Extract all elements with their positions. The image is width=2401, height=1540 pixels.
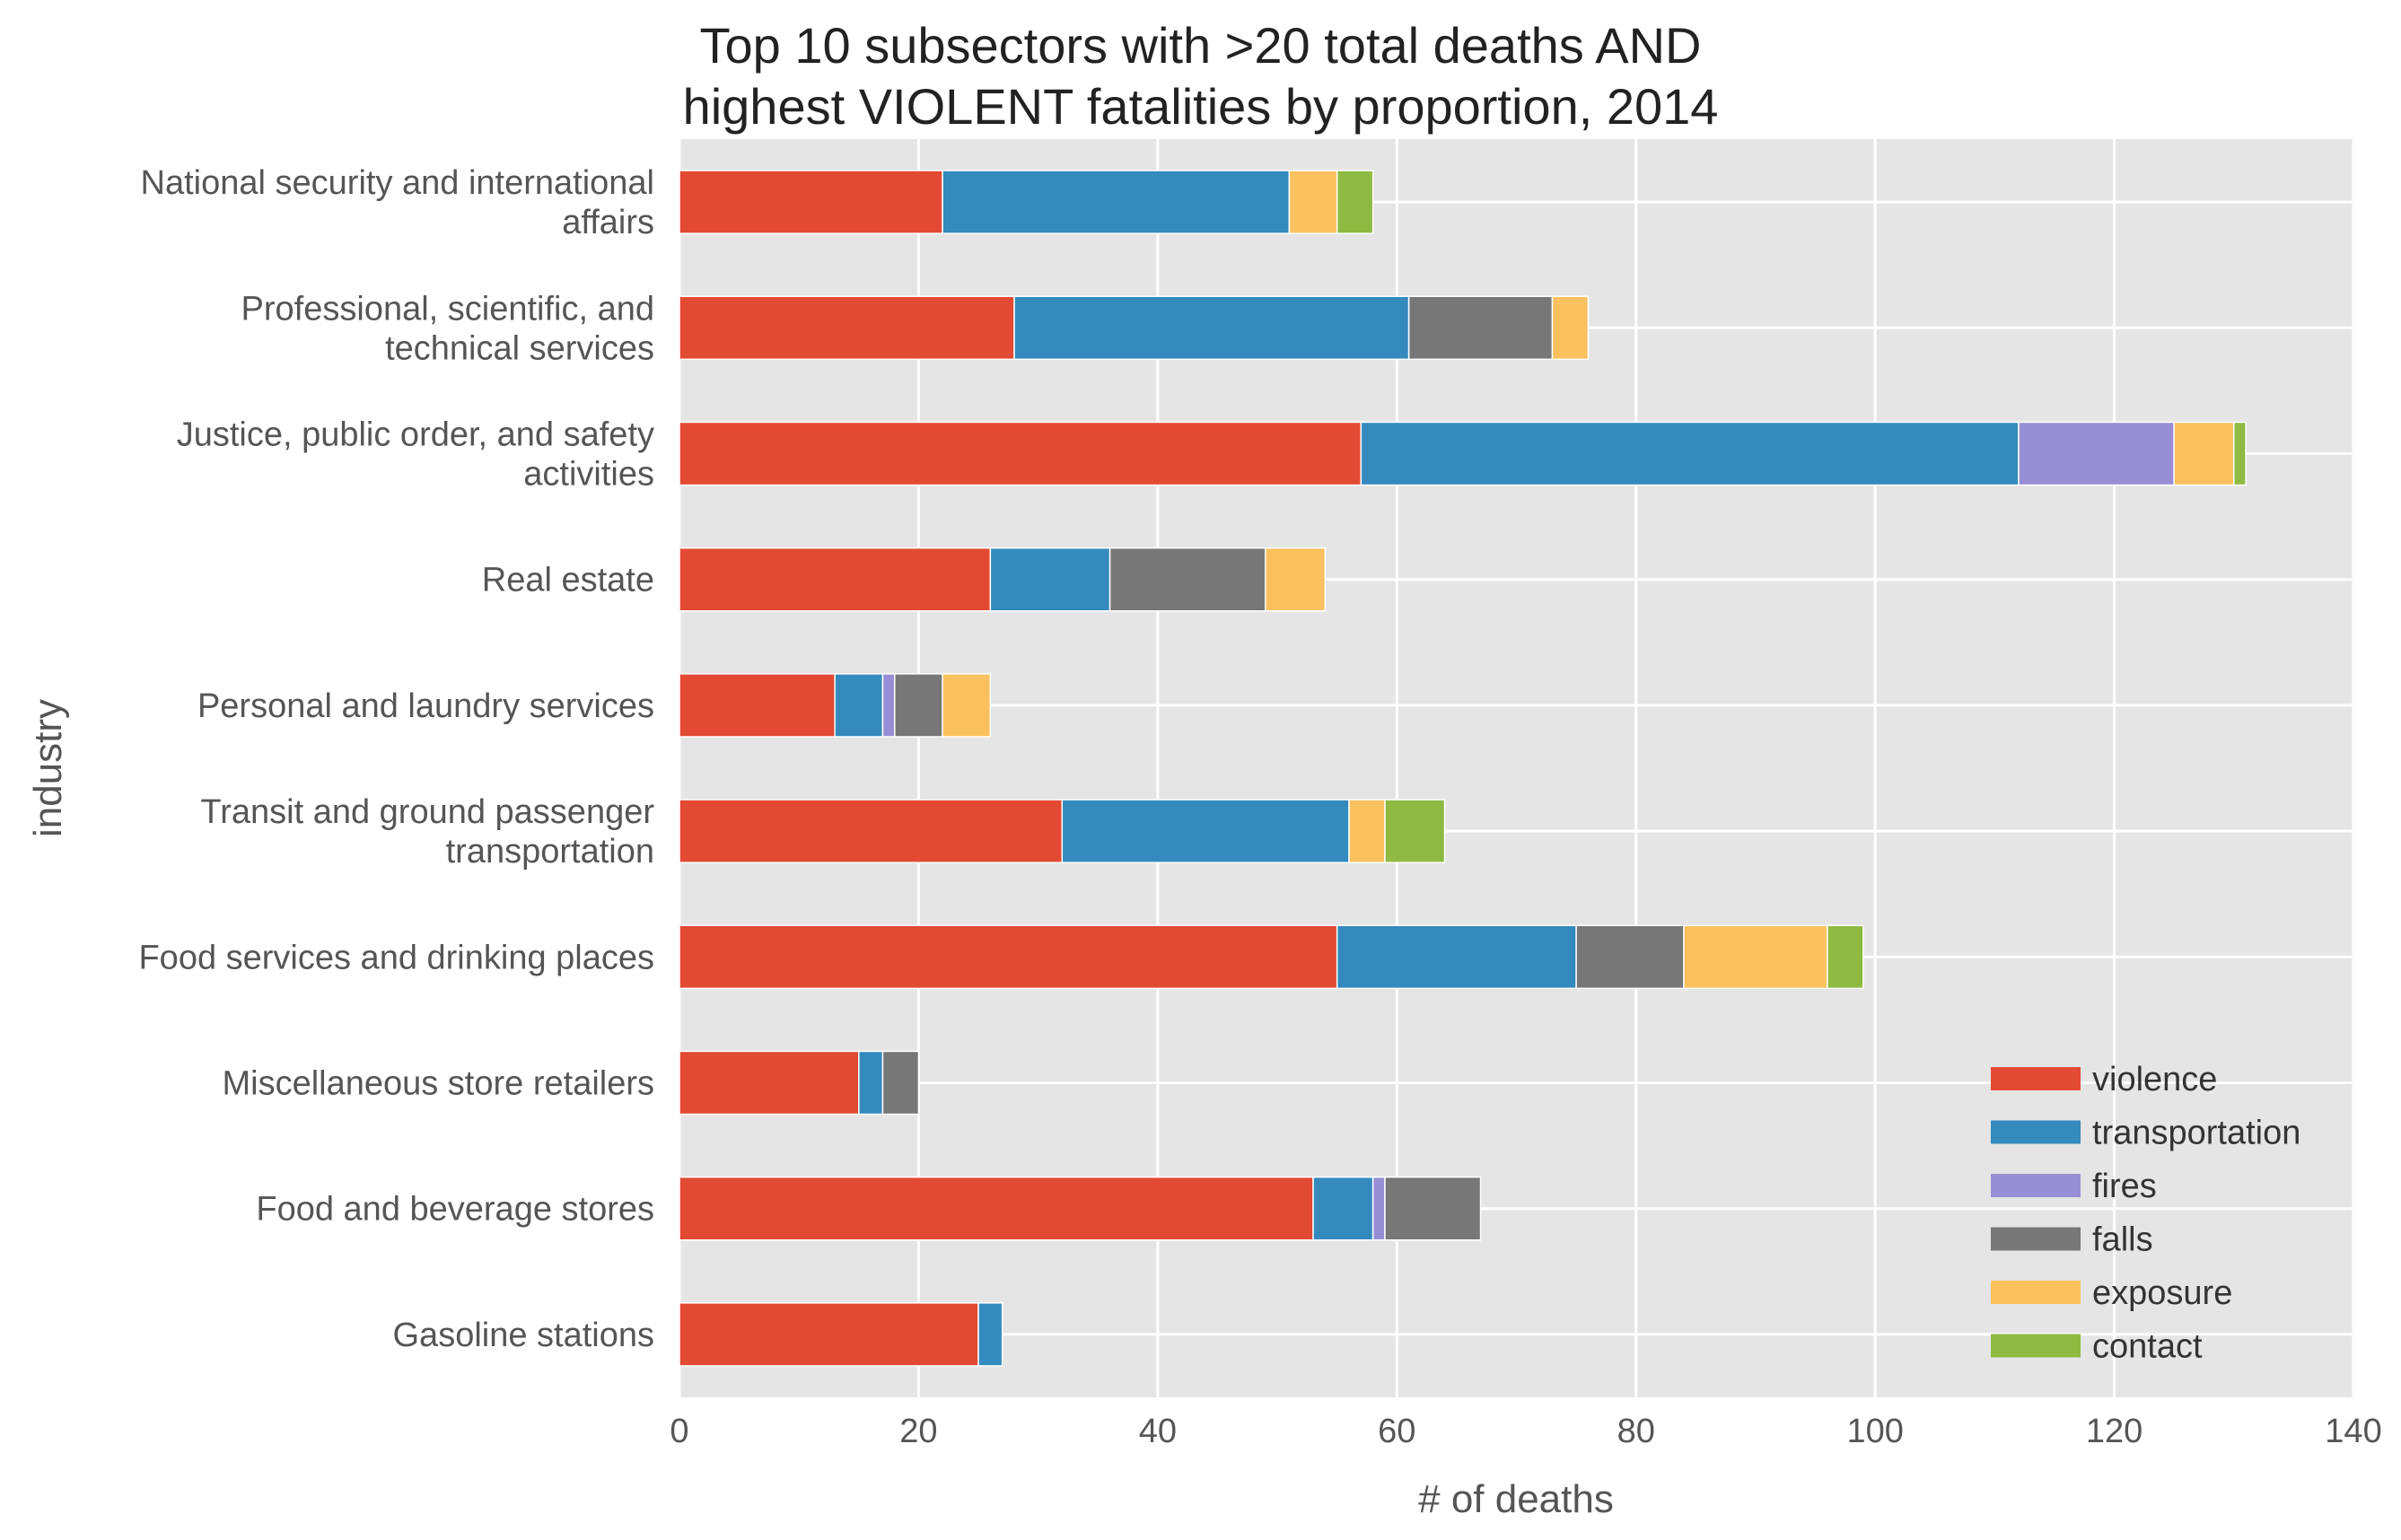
x-axis-label: # of deaths bbox=[1418, 1477, 1614, 1521]
y-tick-label: Professional, scientific, and technical s… bbox=[241, 290, 654, 367]
bar-violence bbox=[679, 295, 1015, 361]
y-tick-label-line: affairs bbox=[562, 204, 654, 241]
bar-transportation bbox=[942, 170, 1291, 234]
chart-title-line-2: highest VIOLENT fatalities by proportion… bbox=[682, 78, 1719, 135]
y-tick-label-line: Food services and drinking places bbox=[138, 939, 654, 976]
y-tick-label: Transit and ground passenger transportati… bbox=[200, 793, 654, 871]
y-tick-label-line: Food and beverage stores bbox=[256, 1191, 654, 1229]
bar-transportation bbox=[834, 673, 884, 738]
y-axis-label: industry bbox=[26, 699, 70, 837]
legend-swatch-falls bbox=[1991, 1227, 2081, 1251]
y-tick-label-line: Gasoline stations bbox=[393, 1317, 655, 1354]
y-tick-label: Personal and laundry services bbox=[197, 687, 654, 725]
y-tick-label: Miscellaneous store retailers bbox=[222, 1065, 654, 1103]
y-tick-label: Food and beverage stores bbox=[256, 1191, 654, 1229]
bar-violence bbox=[679, 1050, 860, 1116]
bar-transportation bbox=[1360, 421, 2020, 486]
bar-violence bbox=[679, 799, 1064, 863]
bar-violence bbox=[679, 924, 1338, 990]
legend-swatch-contact bbox=[1991, 1334, 2081, 1358]
x-tick-label: 120 bbox=[2086, 1413, 2142, 1450]
bar-transportation bbox=[858, 1050, 884, 1116]
x-tick-labels: 0 20 40 60 80 100 120 140 bbox=[670, 1413, 2381, 1450]
y-tick-label-line: National security and international bbox=[141, 164, 654, 202]
bar-violence bbox=[679, 673, 836, 738]
bar-exposure bbox=[2173, 421, 2235, 486]
x-tick-label: 80 bbox=[1617, 1413, 1655, 1450]
x-tick-label: 0 bbox=[670, 1413, 688, 1450]
bar-fires bbox=[2018, 421, 2175, 486]
x-tick-label: 140 bbox=[2325, 1413, 2381, 1450]
y-tick-label-line: Transit and ground passenger bbox=[200, 793, 654, 831]
y-tick-label-line: Real estate bbox=[482, 562, 654, 599]
legend-label-violence: violence bbox=[2092, 1061, 2217, 1098]
y-tick-label: Real estate bbox=[482, 562, 654, 599]
bar-contact bbox=[2233, 421, 2247, 486]
y-tick-label-line: Personal and laundry services bbox=[197, 687, 654, 725]
bar-contact bbox=[1827, 924, 1864, 990]
x-tick-label: 40 bbox=[1139, 1413, 1177, 1450]
legend-label-transportation: transportation bbox=[2092, 1115, 2300, 1152]
legend-label-exposure: exposure bbox=[2092, 1274, 2232, 1312]
bar-violence bbox=[679, 421, 1363, 486]
bar-violence bbox=[679, 1176, 1314, 1241]
legend-label-fires: fires bbox=[2092, 1168, 2157, 1205]
legend: violence transportation fires falls exposure… bbox=[1991, 1061, 2300, 1366]
bar-transportation bbox=[1336, 924, 1577, 990]
bar-contact bbox=[1384, 799, 1446, 863]
bar-falls bbox=[1384, 1176, 1482, 1241]
bar-exposure bbox=[1348, 799, 1386, 863]
legend-swatch-fires bbox=[1991, 1174, 2081, 1197]
x-tick-label: 100 bbox=[1846, 1413, 1903, 1450]
bar-fires bbox=[1371, 1176, 1386, 1241]
y-tick-label: Food services and drinking places bbox=[138, 939, 654, 976]
bar-falls bbox=[881, 1050, 920, 1116]
bar-falls bbox=[1407, 295, 1554, 361]
y-tick-label: National security and international affai… bbox=[141, 164, 654, 241]
y-tick-label-line: transportation bbox=[446, 833, 654, 871]
y-tick-label-line: Professional, scientific, and bbox=[241, 290, 654, 328]
bar-falls bbox=[894, 673, 943, 738]
legend-swatch-violence bbox=[1991, 1067, 2081, 1090]
y-tick-label-line: Miscellaneous store retailers bbox=[222, 1065, 654, 1103]
bar-falls bbox=[1108, 547, 1266, 612]
y-tick-label-line: Justice, public order, and safety bbox=[177, 416, 654, 454]
bar-violence bbox=[679, 170, 943, 234]
legend-swatch-transportation bbox=[1991, 1120, 2081, 1144]
y-tick-label-line: activities bbox=[523, 456, 654, 494]
bar-violence bbox=[679, 547, 992, 612]
bar-transportation bbox=[977, 1302, 1003, 1367]
x-tick-label: 60 bbox=[1378, 1413, 1415, 1450]
bar-transportation bbox=[1061, 799, 1350, 863]
bar-violence bbox=[679, 1302, 979, 1367]
bar-transportation bbox=[1013, 295, 1410, 361]
x-tick-label: 20 bbox=[899, 1413, 937, 1450]
bar-falls bbox=[1575, 924, 1685, 990]
y-tick-label: Justice, public order, and safety activit… bbox=[177, 416, 654, 494]
bar-transportation bbox=[989, 547, 1111, 612]
bar-exposure bbox=[1288, 170, 1338, 234]
y-tick-label-line: technical services bbox=[385, 329, 654, 367]
legend-label-contact: contact bbox=[2092, 1328, 2203, 1366]
chart-title-line-1: Top 10 subsectors with >20 total deaths … bbox=[699, 17, 1702, 74]
y-tick-labels: National security and international affai… bbox=[138, 164, 654, 1354]
bar-transportation bbox=[1312, 1176, 1374, 1241]
bar-fires bbox=[881, 673, 896, 738]
legend-label-falls: falls bbox=[2092, 1221, 2153, 1259]
bar-exposure bbox=[1265, 547, 1327, 612]
bars bbox=[679, 170, 2247, 1367]
bar-exposure bbox=[942, 673, 992, 738]
legend-swatch-exposure bbox=[1991, 1281, 2081, 1304]
y-tick-label: Gasoline stations bbox=[393, 1317, 655, 1354]
bar-exposure bbox=[1551, 295, 1590, 361]
bar-contact bbox=[1336, 170, 1374, 234]
bar-exposure bbox=[1683, 924, 1828, 990]
